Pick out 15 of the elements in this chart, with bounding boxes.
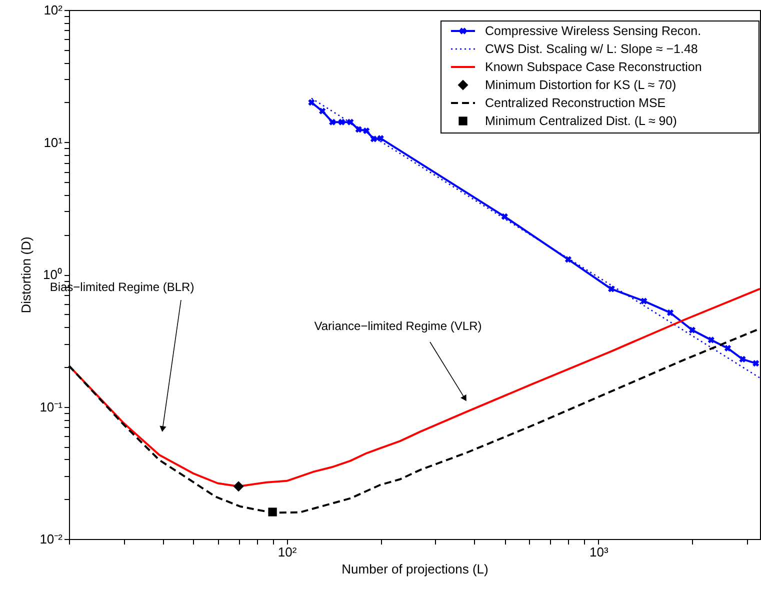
y-tick-label: 10⁻¹ [40, 399, 64, 414]
legend-label: CWS Dist. Scaling w/ L: Slope ≈ −1.48 [485, 42, 698, 56]
legend-label: Known Subspace Case Reconstruction [485, 60, 702, 74]
annotation: Variance−limited Regime (VLR) [314, 319, 482, 333]
y-tick-label: 10² [44, 2, 64, 18]
legend-label: Minimum Distortion for KS (L ≈ 70) [485, 78, 676, 92]
y-tick-label: 10⁰ [43, 267, 62, 282]
y-tick-label: 10⁻² [40, 532, 64, 546]
legend-label: Minimum Centralized Dist. (L ≈ 90) [485, 114, 677, 128]
x-axis-title: Number of projections (L) [342, 562, 488, 576]
legend-label: Compressive Wireless Sensing Recon. [485, 24, 702, 38]
y-tick-label: 10¹ [44, 134, 64, 150]
legend-label: Centralized Reconstruction MSE [485, 96, 666, 110]
x-tick-label: 10³ [590, 544, 609, 560]
y-axis-title: Distortion (D) [18, 236, 34, 314]
